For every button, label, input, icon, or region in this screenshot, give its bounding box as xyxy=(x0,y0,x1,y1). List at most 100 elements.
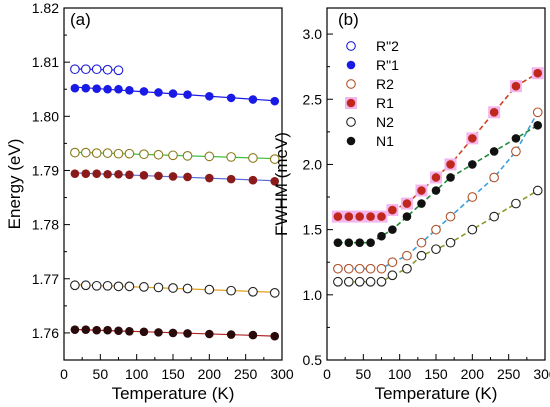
data-point xyxy=(355,238,365,247)
data-point xyxy=(226,174,236,184)
data-point xyxy=(376,276,387,287)
data-point xyxy=(354,263,365,274)
data-point xyxy=(532,107,543,118)
y-tick-label-b: 1.5 xyxy=(303,222,323,238)
data-point xyxy=(333,276,343,287)
legend-marker xyxy=(346,79,356,89)
data-point xyxy=(388,205,397,215)
legend-marker xyxy=(346,117,356,127)
data-point xyxy=(269,154,280,164)
data-point xyxy=(269,287,280,298)
data-point xyxy=(431,244,441,255)
data-point xyxy=(204,284,215,295)
panel-b: (b) 0 50 100 150 200 250 300 0.5 1.0 1.5 2.0 2.5 3.0… xyxy=(272,7,550,403)
data-point xyxy=(91,64,102,75)
data-point xyxy=(124,281,135,292)
data-point xyxy=(431,186,441,195)
data-point xyxy=(125,170,134,180)
data-point xyxy=(81,83,91,93)
y-tick-label-a: 1.78 xyxy=(32,217,59,233)
data-point xyxy=(92,325,101,335)
data-point xyxy=(113,148,124,159)
y-axis-label-b: FWHM (meV) xyxy=(272,132,291,236)
data-point xyxy=(103,169,112,179)
data-point xyxy=(446,173,455,182)
plot-frame-b xyxy=(326,7,546,361)
data-point xyxy=(467,192,478,202)
data-point xyxy=(355,212,365,221)
data-point xyxy=(80,280,91,291)
data-point xyxy=(354,276,365,287)
y-tick-label-a: 1.79 xyxy=(32,162,59,178)
y-tick-label-a: 1.77 xyxy=(32,271,59,287)
legend-b: R"2 R"1 R2 R1 N2 N1 xyxy=(345,38,399,149)
fit-curve-b xyxy=(337,124,539,244)
data-point xyxy=(489,211,499,222)
data-point xyxy=(114,84,123,94)
data-point xyxy=(532,185,543,196)
data-point xyxy=(114,326,123,336)
x-tick-label-b: 200 xyxy=(461,366,485,382)
x-tick-label-a: 100 xyxy=(125,366,149,382)
y-tick-label-b: 1.0 xyxy=(303,287,323,303)
data-point xyxy=(205,173,214,183)
data-point xyxy=(102,64,113,75)
y-tick-label-a: 1.82 xyxy=(32,0,59,16)
data-point xyxy=(417,186,426,195)
data-point xyxy=(114,169,123,179)
data-point xyxy=(489,147,499,156)
data-point xyxy=(333,212,343,221)
data-point xyxy=(103,325,112,335)
x-tick-label-b: 300 xyxy=(533,366,550,382)
data-point xyxy=(183,172,192,182)
data-point xyxy=(102,280,113,291)
data-point xyxy=(270,331,280,341)
data-point xyxy=(183,90,192,99)
data-point xyxy=(402,250,412,261)
x-tick-label-b: 100 xyxy=(388,366,412,382)
fit-curve-b xyxy=(337,72,539,218)
data-point xyxy=(153,149,164,160)
data-point xyxy=(70,325,80,334)
data-point xyxy=(226,285,236,296)
data-point xyxy=(344,212,354,221)
data-point xyxy=(168,283,178,293)
y-tick-label-a: 1.81 xyxy=(32,54,59,70)
x-tick-label-a: 0 xyxy=(60,366,68,382)
data-point xyxy=(333,263,343,274)
y-tick-label-b: 2.5 xyxy=(303,91,323,107)
data-point xyxy=(248,175,258,185)
data-point xyxy=(376,263,387,274)
y-tick-label-b: 0.5 xyxy=(303,352,323,368)
data-point xyxy=(124,148,135,159)
data-point xyxy=(80,147,91,158)
data-point xyxy=(80,64,91,75)
data-point xyxy=(226,330,236,339)
data-point xyxy=(139,87,149,96)
data-point xyxy=(248,153,258,163)
legend-label: R1 xyxy=(376,95,394,111)
x-tick-label-a: 300 xyxy=(270,366,294,382)
data-point xyxy=(431,173,441,182)
data-point xyxy=(511,146,521,157)
data-point xyxy=(70,64,80,75)
panel-label-b: (b) xyxy=(338,10,359,29)
marks-a xyxy=(70,64,280,341)
data-point xyxy=(365,276,376,287)
data-point xyxy=(153,282,164,293)
data-point xyxy=(388,225,397,234)
legend-marker xyxy=(346,98,356,108)
data-point xyxy=(533,121,543,130)
data-point xyxy=(387,270,398,281)
x-tick-label-b: 50 xyxy=(356,366,372,382)
x-axis-label-b: Temperature (K) xyxy=(375,384,498,403)
legend-label: R2 xyxy=(376,76,394,92)
data-point xyxy=(445,237,456,248)
data-point xyxy=(91,148,102,158)
data-point xyxy=(511,134,521,143)
data-point xyxy=(102,148,113,158)
data-point xyxy=(402,199,412,208)
panel-a: (a) 0 50 100 150 200 250 300 1.76 1.77 1.78 1.79 1.… xyxy=(5,0,294,403)
x-tick-label-b: 150 xyxy=(424,366,448,382)
